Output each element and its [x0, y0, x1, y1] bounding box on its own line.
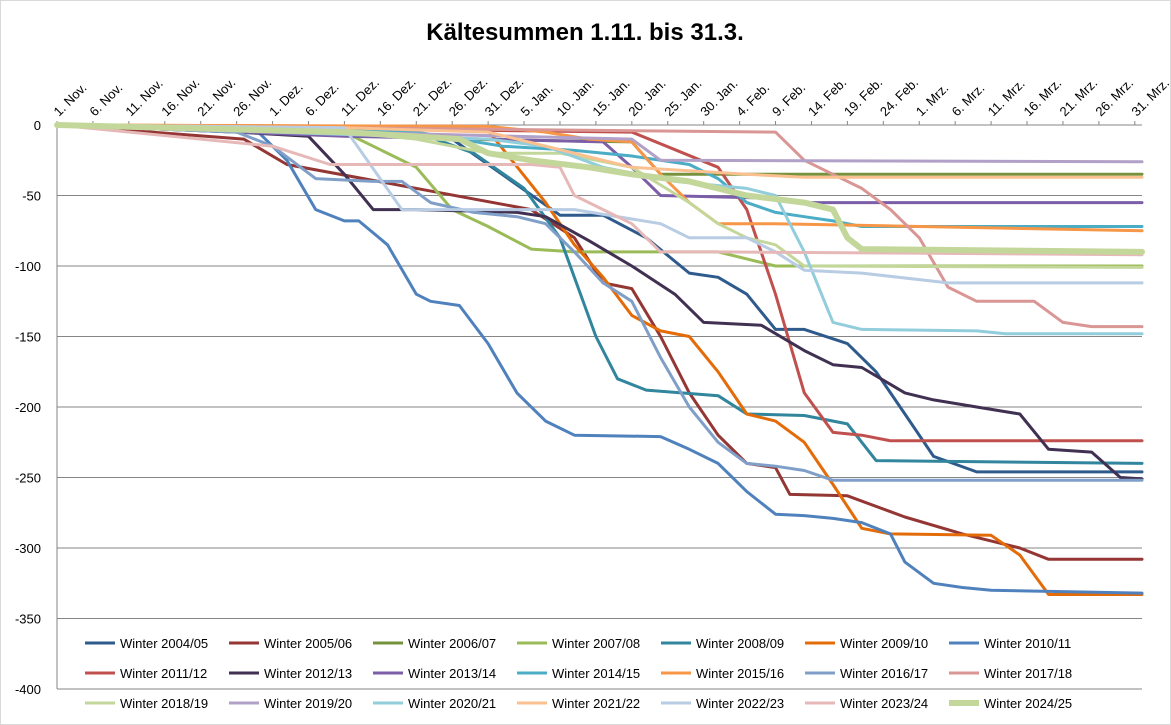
series-line-winter-2024-25	[54, 122, 1145, 255]
legend-label: Winter 2012/13	[264, 666, 352, 681]
y-tick-label: -50	[22, 189, 41, 204]
legend-label: Winter 2023/24	[840, 696, 928, 711]
legend-label: Winter 2020/21	[408, 696, 496, 711]
y-tick-label: -400	[15, 682, 41, 697]
series-line-winter-2008-09	[55, 123, 1144, 465]
y-tick-label: -250	[15, 471, 41, 486]
legend-label: Winter 2010/11	[984, 636, 1071, 651]
series-line-winter-2014-15	[55, 123, 1144, 228]
legend-label: Winter 2016/17	[840, 666, 928, 681]
y-tick-label: -200	[15, 400, 41, 415]
legend-label: Winter 2009/10	[840, 636, 928, 651]
legend-label: Winter 2008/09	[696, 636, 784, 651]
series-lines	[54, 122, 1145, 596]
y-tick-label: -100	[15, 259, 41, 274]
legend-label: Winter 2015/16	[696, 666, 784, 681]
gridlines	[56, 124, 1142, 690]
y-tick-label: -350	[15, 612, 41, 627]
chart-title: Kältesummen 1.11. bis 31.3.	[426, 19, 744, 46]
legend-label: Winter 2004/05	[120, 636, 208, 651]
series-line-winter-2022-23	[55, 123, 1144, 285]
series-line-winter-2016-17	[55, 123, 1144, 482]
legend-label: Winter 2006/07	[408, 636, 496, 651]
series-line-winter-2010-11	[55, 123, 1144, 595]
legend-label: Winter 2017/18	[984, 666, 1072, 681]
legend-label: Winter 2014/15	[552, 666, 640, 681]
y-tick-label: -300	[15, 541, 41, 556]
legend-label: Winter 2005/06	[264, 636, 352, 651]
legend-label: Winter 2013/14	[408, 666, 496, 681]
y-axis-ticks: 0 -50 -100 -150 -200 -250 -300 -350 -400	[15, 118, 41, 697]
legend-label: Winter 2011/12	[120, 666, 207, 681]
legend-label: Winter 2022/23	[696, 696, 784, 711]
series-line-winter-2012-13	[55, 123, 1144, 481]
y-tick-label: -150	[15, 330, 41, 345]
legend: Winter 2004/05 Winter 2005/06 Winter 2006/…	[78, 625, 1123, 711]
series-line-winter-2023-24	[55, 123, 1144, 257]
legend-label: Winter 2019/20	[264, 696, 352, 711]
y-tick-label: 0	[34, 118, 41, 133]
legend-label: Winter 2021/22	[552, 696, 640, 711]
series-line-winter-2007-08	[55, 123, 1144, 268]
legend-label: Winter 2024/25	[984, 696, 1072, 711]
legend-label: Winter 2007/08	[552, 636, 640, 651]
legend-label: Winter 2018/19	[120, 696, 208, 711]
legend-background	[78, 625, 1123, 687]
